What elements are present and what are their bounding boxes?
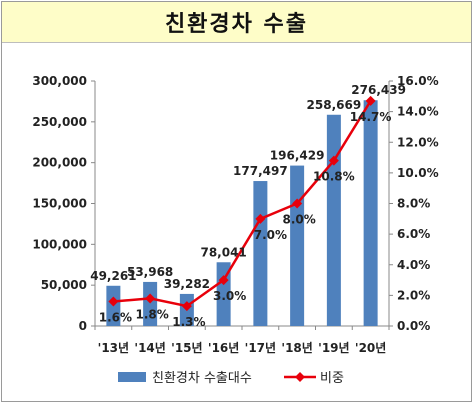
x-tick-label: '20년 bbox=[355, 341, 386, 355]
right-y-tick-label: 4.0% bbox=[397, 258, 430, 272]
bar-value-label: 78,041 bbox=[200, 245, 246, 259]
bar bbox=[143, 281, 158, 326]
x-tick-label: '18년 bbox=[281, 341, 312, 355]
x-tick-label: '16년 bbox=[208, 341, 239, 355]
line-point bbox=[108, 296, 119, 307]
right-y-tick-label: 0.0% bbox=[397, 319, 430, 333]
bar bbox=[216, 262, 231, 326]
right-y-tick-label: 8.0% bbox=[397, 197, 430, 211]
x-tick-label: '13년 bbox=[98, 341, 129, 355]
line-value-label: 3.0% bbox=[213, 289, 246, 303]
left-y-tick-label: 150,000 bbox=[32, 197, 87, 211]
legend-line-marker bbox=[295, 372, 305, 382]
bar-value-label: 49,261 bbox=[90, 269, 136, 283]
line-value-label: 10.8% bbox=[313, 170, 355, 184]
right-y-tick-label: 14.0% bbox=[397, 105, 439, 119]
left-y-tick-label: 300,000 bbox=[32, 74, 87, 88]
x-tick-label: '14년 bbox=[134, 341, 165, 355]
right-y-tick-label: 12.0% bbox=[397, 135, 439, 149]
chart-title: 친환경차 수출 bbox=[164, 12, 309, 37]
bar-value-label: 258,669 bbox=[307, 98, 362, 112]
x-tick-label: '19년 bbox=[318, 341, 349, 355]
left-y-tick-label: 50,000 bbox=[41, 278, 87, 292]
line-point bbox=[365, 95, 376, 106]
line-point bbox=[218, 275, 229, 286]
line-point bbox=[255, 213, 266, 224]
right-y-tick-label: 16.0% bbox=[397, 74, 439, 88]
legend-line-label: 비중 bbox=[320, 371, 344, 386]
bar bbox=[253, 181, 268, 326]
right-y-tick-label: 6.0% bbox=[397, 227, 430, 241]
x-tick-label: '17년 bbox=[245, 341, 276, 355]
share-line bbox=[113, 100, 372, 308]
x-tick-label: '15년 bbox=[171, 341, 202, 355]
left-y-tick-label: 250,000 bbox=[32, 115, 87, 129]
legend: 친환경차 수출대수 비중 bbox=[118, 371, 344, 386]
right-y-tick-label: 2.0% bbox=[397, 288, 430, 302]
line-point bbox=[328, 155, 339, 166]
line-value-label: 7.0% bbox=[254, 228, 287, 242]
bar bbox=[326, 114, 341, 326]
bar bbox=[290, 165, 305, 326]
line-point bbox=[292, 198, 303, 209]
bar bbox=[363, 100, 378, 326]
left-y-tick-label: 0 bbox=[79, 319, 87, 333]
left-y-tick-label: 200,000 bbox=[32, 156, 87, 170]
legend-bar-swatch bbox=[118, 372, 146, 382]
line-value-label: 1.6% bbox=[99, 311, 132, 325]
bar-value-label: 276,439 bbox=[351, 83, 406, 97]
legend-bar-label: 친환경차 수출대수 bbox=[152, 371, 252, 386]
combo-chart: 0 50,000 100,000 150,000 200,000 250,000 300,0… bbox=[32, 74, 439, 386]
bar-value-label: 177,497 bbox=[233, 164, 288, 178]
bar-value-label: 39,282 bbox=[164, 277, 210, 291]
line-value-label: 1.8% bbox=[135, 307, 168, 321]
line-point bbox=[181, 301, 192, 312]
line-value-label: 14.7% bbox=[350, 110, 392, 124]
title-bar: 친환경차 수출 bbox=[2, 2, 471, 43]
left-y-tick-label: 100,000 bbox=[32, 237, 87, 251]
right-y-tick-label: 10.0% bbox=[397, 166, 439, 180]
line-point bbox=[145, 293, 156, 304]
line-value-label: 8.0% bbox=[282, 213, 315, 227]
bar-value-label: 53,968 bbox=[127, 265, 173, 279]
line-value-label: 1.3% bbox=[172, 315, 205, 329]
bar-value-label: 196,429 bbox=[270, 149, 325, 163]
